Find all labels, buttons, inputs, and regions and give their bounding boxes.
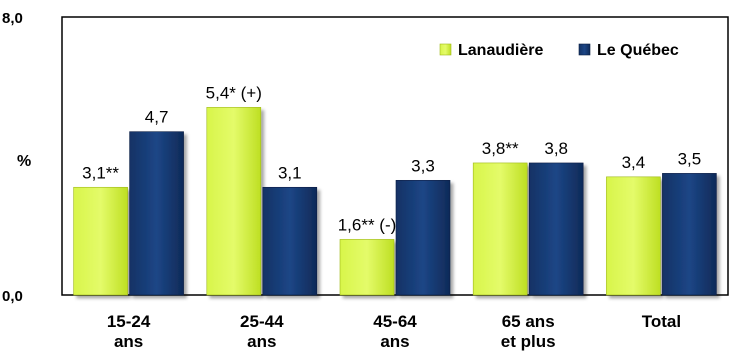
bar-le-qu-bec-25-44-ans [262, 186, 318, 296]
bar-lanaudi-re-15-24-ans [73, 186, 128, 296]
bar-lanaudi-re-45-64-ans [339, 239, 395, 296]
bar-lanaudi-re-65-ans-et-plus [472, 162, 528, 296]
bar-lanaudi-re-total [606, 176, 661, 296]
data-label-lanaudi-re-45-64-ans: 1,6** (-) [338, 215, 397, 234]
data-label-le-qu-bec-total: 3,5 [678, 149, 702, 168]
bar-le-qu-bec-total [662, 173, 717, 296]
data-label-le-qu-bec-45-64-ans: 3,3 [411, 156, 435, 175]
data-label-lanaudi-re-65-ans-et-plus: 3,8** [482, 139, 519, 158]
data-label-le-qu-bec-65-ans-et-plus: 3,8 [544, 139, 568, 158]
category-label-15-24-ans: 15-24 ans [107, 312, 151, 351]
bar-le-qu-bec-45-64-ans [395, 180, 451, 296]
y-tick-label-max: 8,0 [2, 10, 23, 27]
data-label-lanaudi-re-25-44-ans: 5,4* (+) [206, 83, 262, 102]
legend-label-lanaudi-re: Lanaudière [458, 42, 543, 59]
data-label-le-qu-bec-15-24-ans: 4,7 [145, 108, 169, 127]
legend-swatch-le-qu-bec [578, 43, 591, 56]
y-tick-label-min: 0,0 [2, 288, 23, 305]
category-label-45-64-ans: 45-64 ans [373, 312, 417, 351]
bar-le-qu-bec-15-24-ans [129, 131, 184, 296]
category-label-65-ans-et-plus: 65 ans et plus [501, 312, 556, 351]
data-label-lanaudi-re-total: 3,4 [622, 153, 646, 172]
category-label-25-44-ans: 25-44 ans [240, 312, 284, 351]
category-label-total: Total [642, 312, 681, 331]
bar-lanaudi-re-25-44-ans [206, 107, 262, 296]
data-label-le-qu-bec-25-44-ans: 3,1 [278, 163, 302, 182]
data-label-lanaudi-re-15-24-ans: 3,1** [82, 163, 119, 182]
y-axis-label: % [17, 153, 31, 170]
legend-swatch-lanaudi-re [439, 43, 452, 56]
bar-le-qu-bec-65-ans-et-plus [528, 162, 584, 296]
legend-label-le-qu-bec: Le Québec [597, 42, 679, 59]
